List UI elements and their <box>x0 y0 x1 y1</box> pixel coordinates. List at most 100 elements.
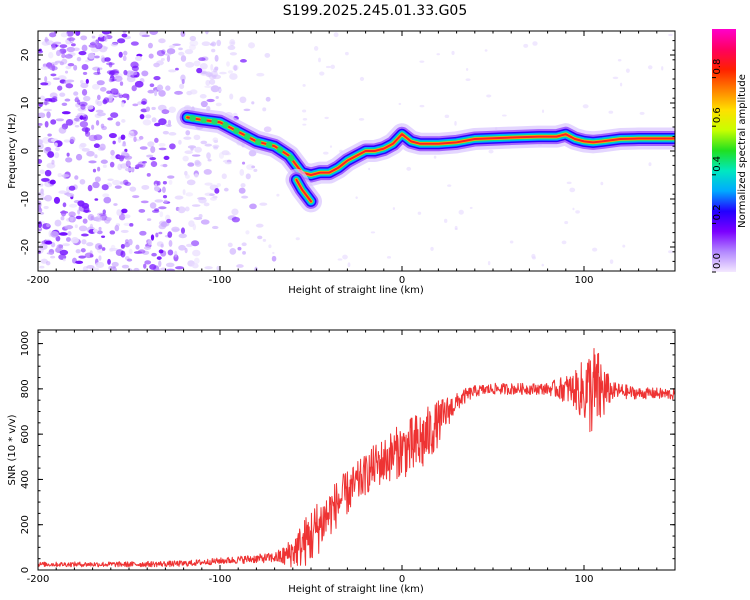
spectrogram-noise-blob <box>358 117 365 121</box>
spectrogram-noise-blob <box>72 257 77 264</box>
spectrogram-noise-blob <box>501 114 507 117</box>
spectrogram-noise-blob <box>44 36 48 43</box>
spectrogram-noise-blob <box>81 147 90 152</box>
spectrogram-noise-blob <box>93 143 100 149</box>
spectrogram-noise-blob <box>135 138 141 142</box>
spectrogram-noise-blob <box>159 211 164 218</box>
spectrogram-noise-blob <box>49 179 56 185</box>
spectrogram-noise-blob <box>185 61 195 68</box>
spectrogram-noise-blob <box>161 109 170 115</box>
spectrogram-noise-blob <box>322 151 329 155</box>
spectrogram-noise-blob <box>194 161 202 167</box>
spectrogram-noise-blob <box>65 237 71 242</box>
spectrogram-noise-blob <box>91 35 96 39</box>
spectrogram-noise-blob <box>151 252 157 257</box>
spectrogram-noise-blob <box>207 72 214 77</box>
spectrogram-noise-blob <box>189 40 199 47</box>
spectrogram-noise-blob <box>318 57 321 63</box>
spectrogram-noise-blob <box>200 140 208 145</box>
spectrogram-noise-blob <box>302 109 307 113</box>
spectrogram-noise-blob <box>324 116 329 120</box>
spectrogram-noise-blob <box>436 53 440 56</box>
spectrogram-noise-blob <box>60 216 65 221</box>
spectrogram-noise-blob <box>229 52 238 56</box>
spectrogram-noise-blob <box>319 71 325 76</box>
spectrogram-noise-blob <box>216 183 222 188</box>
spectrogram-noise-blob <box>58 126 67 134</box>
spectrogram-noise-blob <box>82 209 92 213</box>
spectrogram-noise-blob <box>64 98 71 102</box>
spectrogram-noise-blob <box>167 231 173 238</box>
colorbar-ticks: 0.0 0.2 0.4 0.6 0.8 <box>712 59 723 273</box>
spectrogram-noise-blob <box>406 166 412 171</box>
spectrogram-noise-blob <box>62 202 67 208</box>
spectrogram-noise-blob <box>218 152 225 159</box>
spectrogram-noise-blob <box>622 244 626 248</box>
spectrogram-noise-blob <box>337 258 343 261</box>
spectrogram-noise-blob <box>125 160 131 168</box>
spectrogram-noise-blob <box>91 83 100 90</box>
spectrogram-noise-blob <box>398 102 402 106</box>
spectrogram-noise-blob <box>142 161 147 164</box>
spectrogram-noise-blob <box>71 43 76 47</box>
spectrogram-noise-blob <box>156 84 164 91</box>
spectrogram-noise-blob <box>95 109 104 113</box>
spectrogram-noise-blob <box>61 123 69 130</box>
spectrogram-noise-blob <box>158 260 162 267</box>
spectrogram-noise-blob <box>201 41 211 47</box>
spectrogram-noise-blob <box>186 243 193 248</box>
spectrogram-noise-blob <box>241 242 247 247</box>
spectrogram-noise-blob <box>62 243 70 247</box>
spectrogram-noise-blob <box>147 141 155 147</box>
spectrogram-noise-blob <box>100 123 105 129</box>
spectrogram-noise-blob <box>392 207 396 211</box>
spectrogram-noise-blob <box>190 146 194 151</box>
spectrogram-noise-blob <box>160 221 168 228</box>
spectrogram-noise-blob <box>46 252 55 255</box>
spectrogram-noise-blob <box>108 132 117 139</box>
spectrogram-noise-blob <box>45 40 54 46</box>
spectrogram-noise-blob <box>582 104 589 109</box>
spectrogram-noise-blob <box>245 230 250 235</box>
spectrogram-noise-blob <box>78 143 85 150</box>
spectrogram-noise-blob <box>168 69 177 73</box>
spectrogram-noise-blob <box>59 44 68 49</box>
spectrogram-noise-blob <box>94 42 103 50</box>
spectrogram-noise-blob <box>124 181 132 187</box>
spectrogram-noise-blob <box>65 79 75 83</box>
spectrogram-noise-blob <box>86 150 95 157</box>
spectrogram-noise-blob <box>204 266 213 270</box>
spectrogram-noise-blob <box>154 89 158 97</box>
spectrogram-noise-blob <box>45 261 51 266</box>
spectrogram-noise-blob <box>182 189 186 195</box>
spectrogram-y-label: Frequency (Hz) <box>7 113 18 189</box>
spectrogram-noise-blob <box>91 124 95 130</box>
spectrogram-noise-blob <box>509 240 514 244</box>
spectrogram-noise-blob <box>117 38 126 44</box>
snr-y-tick-label: 1000 <box>20 331 31 356</box>
spectrogram-noise-blob <box>419 60 425 63</box>
spectrogram-noise-blob <box>53 31 58 34</box>
spectrogram-noise-blob <box>329 145 333 148</box>
spectrogram-noise-blob <box>154 199 164 203</box>
spectrogram-noise-blob <box>166 55 171 63</box>
spectrogram-noise-blob <box>58 190 67 194</box>
spectrogram-noise-blob <box>128 238 133 246</box>
spectrogram-noise-blob <box>47 133 52 137</box>
spectrogram-noise-blob <box>109 93 115 98</box>
spectrogram-noise-blob <box>39 169 45 174</box>
spectrogram-noise-blob <box>160 243 164 248</box>
spectrogram-noise-blob <box>239 59 247 63</box>
spectrogram-noise-blob <box>200 100 208 108</box>
spectrogram-noise-blob <box>168 239 173 247</box>
spectrogram-noise-blob <box>44 169 52 177</box>
spectrogram-noise-blob <box>69 203 78 208</box>
spectrogram-noise-blob <box>88 44 98 48</box>
spectrogram-noise-blob <box>486 94 492 98</box>
spectrogram-noise-blob <box>40 177 50 182</box>
spectrogram-noise-blob <box>355 196 358 200</box>
spectrogram-noise-blob <box>330 64 335 70</box>
spectrogram-noise-blob <box>216 265 220 271</box>
spectrogram-noise-blob <box>99 143 106 151</box>
spectrogram-noise-blob <box>81 239 87 245</box>
